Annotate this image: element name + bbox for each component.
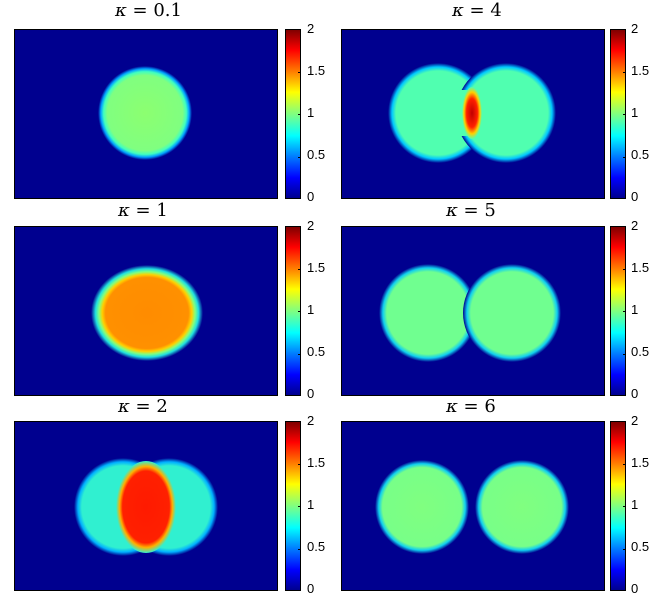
cbar-tickmark xyxy=(298,311,301,312)
cbar-tick-1: 1 xyxy=(631,497,639,512)
heatmap-plot xyxy=(341,29,605,199)
cbar-tick-0: 0 xyxy=(307,386,315,401)
panel-title: κ = 6 xyxy=(446,396,496,417)
panel-title: κ = 1 xyxy=(118,200,168,221)
disk xyxy=(98,66,192,160)
cbar-tickmark xyxy=(623,463,626,465)
cbar-tickmark xyxy=(298,198,301,199)
cbar-tick-0-5: 0.5 xyxy=(307,147,326,162)
cbar-tick-2: 2 xyxy=(307,21,315,36)
cbar-tickmark xyxy=(298,463,301,465)
disk-left xyxy=(375,460,469,554)
cbar-tickmark xyxy=(298,548,301,550)
overlap-region xyxy=(116,461,176,553)
heatmap-plot xyxy=(14,29,278,199)
cbar-tick-2: 2 xyxy=(307,413,315,428)
cbar-tick-0-5: 0.5 xyxy=(631,344,650,359)
panel-title: κ = 0.1 xyxy=(115,0,182,21)
cbar-tick-1: 1 xyxy=(307,105,315,120)
cbar-tick-2: 2 xyxy=(631,218,639,233)
heatmap-plot xyxy=(14,226,278,396)
heatmap-svg xyxy=(342,227,604,395)
cbar-tickmark xyxy=(298,506,301,507)
heatmap-svg xyxy=(15,30,277,198)
cbar-tick-1-5: 1.5 xyxy=(631,63,650,78)
cbar-tick-1: 1 xyxy=(631,105,639,120)
panel-title: κ = 5 xyxy=(446,200,496,221)
cbar-tickmark xyxy=(623,311,626,312)
cbar-tickmark xyxy=(623,226,626,227)
cbar-tick-0-5: 0.5 xyxy=(307,344,326,359)
cbar-tick-0: 0 xyxy=(631,386,639,401)
cbar-tickmark xyxy=(623,268,626,270)
cbar-tick-1: 1 xyxy=(631,302,639,317)
cbar-tick-0: 0 xyxy=(631,189,639,204)
cbar-tick-0-5: 0.5 xyxy=(631,147,650,162)
cbar-tickmark xyxy=(298,421,301,422)
disk-right xyxy=(463,264,561,362)
cbar-tickmark xyxy=(623,353,626,355)
heatmap-svg xyxy=(15,227,277,395)
cbar-tickmark xyxy=(623,548,626,550)
cbar-tickmark xyxy=(623,114,626,115)
panel-title: κ = 4 xyxy=(452,0,502,21)
cbar-tickmark xyxy=(298,268,301,270)
cbar-tick-0: 0 xyxy=(631,581,639,596)
cbar-tickmark xyxy=(298,590,301,591)
cbar-tick-1-5: 1.5 xyxy=(307,63,326,78)
heatmap-svg xyxy=(342,422,604,590)
cbar-tickmark xyxy=(623,506,626,507)
cbar-tick-1-5: 1.5 xyxy=(307,455,326,470)
cbar-tickmark xyxy=(623,156,626,158)
cbar-tickmark xyxy=(623,421,626,422)
cbar-tick-1-5: 1.5 xyxy=(631,455,650,470)
cbar-tickmark xyxy=(298,353,301,355)
cbar-tickmark xyxy=(298,114,301,115)
heatmap-plot xyxy=(341,226,605,396)
cbar-tickmark xyxy=(623,198,626,199)
cbar-tick-2: 2 xyxy=(307,218,315,233)
cbar-tick-0: 0 xyxy=(307,581,315,596)
cbar-tickmark xyxy=(298,156,301,158)
cbar-tick-1-5: 1.5 xyxy=(307,260,326,275)
cbar-tickmark xyxy=(623,71,626,73)
disk-right xyxy=(475,460,569,554)
heatmap-plot xyxy=(341,421,605,591)
cbar-tick-0-5: 0.5 xyxy=(631,539,650,554)
heatmap-plot xyxy=(14,421,278,591)
cbar-tickmark xyxy=(298,29,301,30)
cbar-tickmark xyxy=(623,590,626,591)
cbar-tick-1: 1 xyxy=(307,497,315,512)
cbar-tick-1-5: 1.5 xyxy=(631,260,650,275)
cbar-tick-1: 1 xyxy=(307,302,315,317)
overlap-region xyxy=(462,87,482,139)
cbar-tickmark xyxy=(298,71,301,73)
disk xyxy=(91,265,203,361)
panel-title: κ = 2 xyxy=(118,396,168,417)
cbar-tick-0-5: 0.5 xyxy=(307,539,326,554)
cbar-tickmark xyxy=(623,29,626,30)
heatmap-svg xyxy=(342,30,604,198)
cbar-tick-2: 2 xyxy=(631,21,639,36)
cbar-tickmark xyxy=(623,395,626,396)
disk-left xyxy=(379,264,477,362)
cbar-tickmark xyxy=(298,226,301,227)
cbar-tick-2: 2 xyxy=(631,413,639,428)
cbar-tickmark xyxy=(298,395,301,396)
heatmap-svg xyxy=(15,422,277,590)
cbar-tick-0: 0 xyxy=(307,189,315,204)
